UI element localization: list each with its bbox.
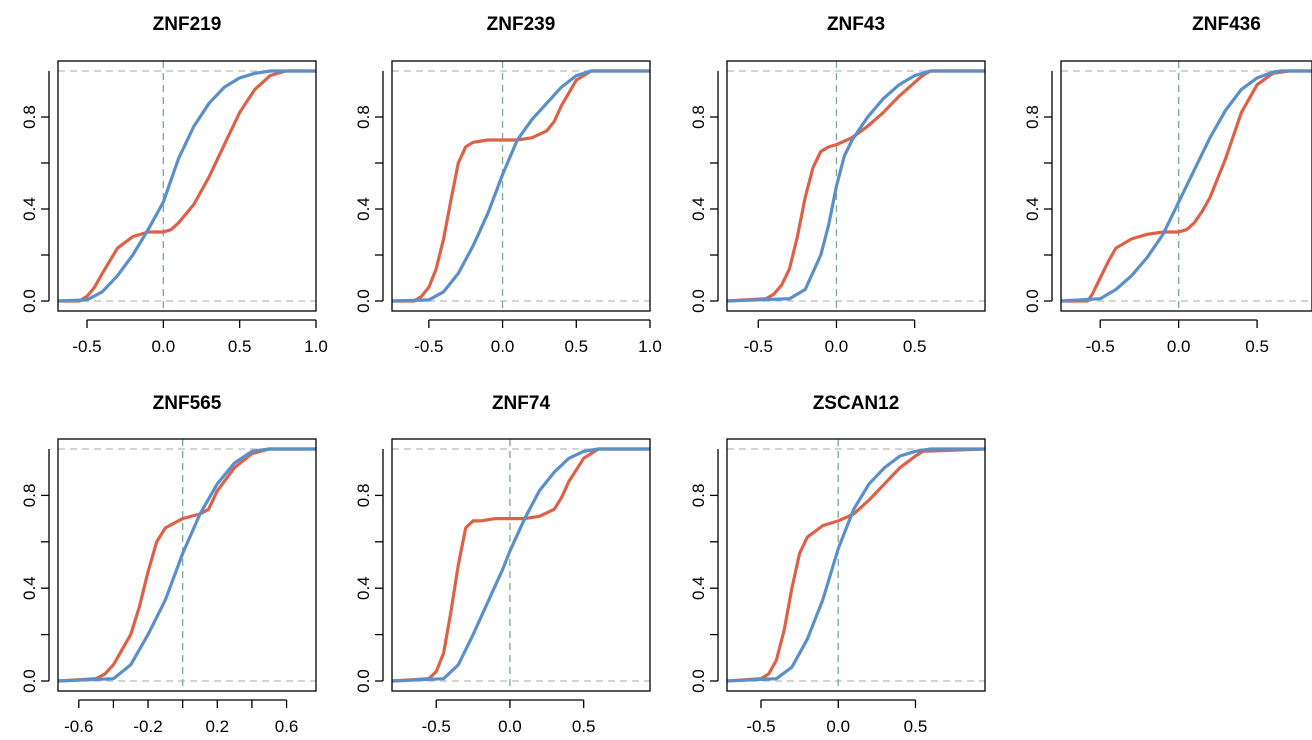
x-tick-label: 0.5 [228, 337, 252, 356]
plot-frame [391, 438, 651, 692]
red-ecdf-curve [727, 69, 985, 303]
red-ecdf-curve [58, 69, 316, 303]
chart-title: ZNF239 [487, 14, 556, 35]
blue-ecdf-curve [727, 447, 985, 683]
x-tick-label: 0.0 [1167, 337, 1191, 356]
x-tick-label: 0.5 [572, 717, 596, 736]
blue-ecdf-curve [1061, 69, 1312, 303]
plot-frame [57, 60, 317, 312]
y-tick-label: 0.8 [1023, 105, 1042, 129]
blue-ecdf-curve [392, 447, 650, 683]
y-tick-label: 0.0 [20, 669, 39, 693]
x-tick-label: 0.5 [564, 337, 588, 356]
y-tick-label: 0.8 [689, 484, 708, 508]
blue-ecdf-curve [58, 447, 316, 683]
x-tick-label: 0.6 [275, 717, 299, 736]
red-ecdf-curve [392, 69, 650, 303]
y-tick-label: 0.4 [1023, 197, 1042, 221]
x-tick-label: -0.5 [744, 337, 773, 356]
y-tick-label: 0.0 [354, 669, 373, 693]
y-tick-label: 0.4 [20, 576, 39, 600]
chart-panel-znf43: ZNF43 0.0 0.4 0.8 -0.5 0.0 0.5 [689, 14, 986, 356]
x-tick-label: 1.0 [304, 337, 328, 356]
x-tick-label: -0.6 [64, 717, 93, 736]
x-tick-label: 0.0 [826, 717, 850, 736]
x-tick-label: 0.5 [904, 717, 928, 736]
plot-frame [726, 438, 986, 692]
y-tick-label: 0.4 [354, 576, 373, 600]
y-tick-label: 0.4 [354, 197, 373, 221]
y-tick-label: 0.8 [689, 105, 708, 129]
x-tick-label: 0.5 [1245, 337, 1269, 356]
y-tick-label: 0.0 [354, 289, 373, 313]
chart-title: ZSCAN12 [813, 393, 900, 414]
x-tick-label: 0.5 [903, 337, 927, 356]
x-tick-label: 0.2 [205, 717, 229, 736]
plot-frame [726, 60, 986, 312]
x-tick-label: 0.0 [491, 337, 515, 356]
chart-panel-znf565: ZNF565 0.0 0.4 0.8 -0.6 -0.2 0.2 0.6 [20, 393, 317, 736]
y-tick-label: 0.4 [689, 197, 708, 221]
chart-panel-znf219: ZNF219 0.0 0.4 0.8 -0.5 0.0 0.5 1.0 [20, 14, 328, 356]
chart-panel-znf239: ZNF239 0.0 0.4 0.8 -0.5 0.0 0.5 1.0 [354, 14, 662, 356]
x-tick-label: -0.5 [414, 337, 443, 356]
red-ecdf-curve [58, 447, 316, 683]
y-tick-label: 0.8 [20, 484, 39, 508]
y-tick-label: 0.0 [689, 669, 708, 693]
x-tick-label: -0.5 [72, 337, 101, 356]
chart-title: ZNF219 [153, 14, 222, 35]
x-tick-label: -0.5 [1086, 337, 1115, 356]
y-tick-label: 0.0 [20, 289, 39, 313]
chart-panel-znf74: ZNF74 0.0 0.4 0.8 -0.5 0.0 0.5 [354, 393, 651, 736]
y-tick-label: 0.0 [689, 289, 708, 313]
x-tick-label: -0.5 [746, 717, 775, 736]
plot-frame [57, 438, 317, 692]
y-tick-label: 0.4 [689, 576, 708, 600]
y-tick-label: 0.0 [1023, 289, 1042, 313]
red-ecdf-curve [392, 447, 650, 683]
plot-frame [391, 60, 651, 312]
blue-ecdf-curve [392, 69, 650, 303]
chart-title: ZNF43 [827, 14, 885, 35]
chart-panel-znf436: ZNF436 0.0 0.4 0.8 -0.5 0.0 0.5 [1023, 14, 1312, 356]
y-tick-label: 0.8 [354, 484, 373, 508]
x-tick-label: 0.0 [825, 337, 849, 356]
blue-ecdf-curve [58, 69, 316, 303]
x-tick-label: 0.0 [498, 717, 522, 736]
blue-ecdf-curve [727, 69, 985, 303]
chart-title: ZNF436 [1192, 14, 1261, 35]
x-tick-label: -0.5 [422, 717, 451, 736]
plot-frame [1060, 60, 1312, 312]
y-tick-label: 0.4 [20, 197, 39, 221]
red-ecdf-curve [727, 447, 985, 683]
chart-title: ZNF74 [492, 393, 551, 414]
x-tick-label: 1.0 [638, 337, 662, 356]
chart-title: ZNF565 [153, 393, 222, 414]
x-tick-label: -0.2 [133, 717, 162, 736]
red-ecdf-curve [1061, 69, 1312, 303]
y-tick-label: 0.8 [354, 105, 373, 129]
chart-panel-zscan12: ZSCAN12 0.0 0.4 0.8 -0.5 0.0 0.5 [689, 393, 986, 736]
y-tick-label: 0.8 [20, 105, 39, 129]
x-tick-label: 0.0 [152, 337, 176, 356]
